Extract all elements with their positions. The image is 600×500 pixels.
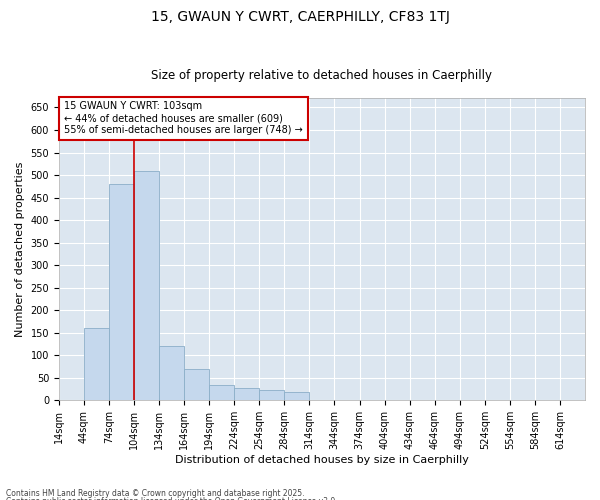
Bar — [84, 328, 109, 400]
Bar — [209, 384, 234, 400]
Bar — [259, 390, 284, 400]
Title: Size of property relative to detached houses in Caerphilly: Size of property relative to detached ho… — [151, 69, 493, 82]
Text: 15, GWAUN Y CWRT, CAERPHILLY, CF83 1TJ: 15, GWAUN Y CWRT, CAERPHILLY, CF83 1TJ — [151, 10, 449, 24]
Bar — [284, 392, 310, 400]
Text: 15 GWAUN Y CWRT: 103sqm
← 44% of detached houses are smaller (609)
55% of semi-d: 15 GWAUN Y CWRT: 103sqm ← 44% of detache… — [64, 102, 303, 134]
Bar — [184, 369, 209, 400]
Y-axis label: Number of detached properties: Number of detached properties — [15, 162, 25, 337]
Bar — [109, 184, 134, 400]
Bar — [134, 170, 159, 400]
Text: Contains public sector information licensed under the Open Government Licence v3: Contains public sector information licen… — [6, 497, 338, 500]
Text: Contains HM Land Registry data © Crown copyright and database right 2025.: Contains HM Land Registry data © Crown c… — [6, 488, 305, 498]
X-axis label: Distribution of detached houses by size in Caerphilly: Distribution of detached houses by size … — [175, 455, 469, 465]
Bar — [159, 346, 184, 401]
Bar — [234, 388, 259, 400]
